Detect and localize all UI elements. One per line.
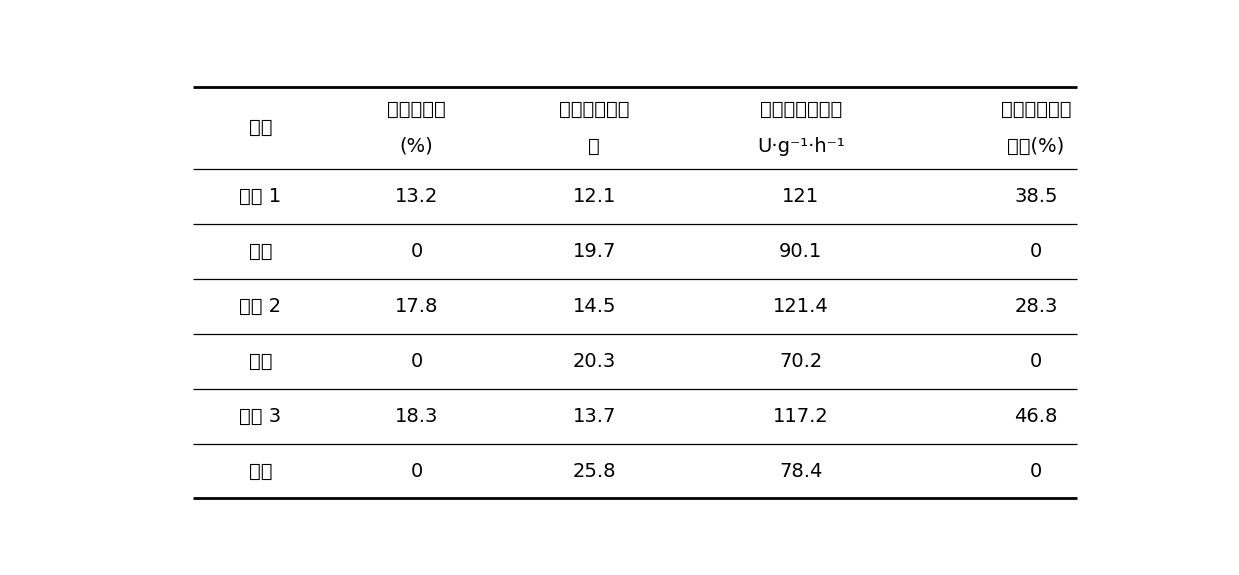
Text: 对照: 对照 [249,352,273,371]
Text: 13.2: 13.2 [395,187,439,206]
Text: 对照: 对照 [249,462,273,481]
Text: 14.5: 14.5 [572,297,616,316]
Text: 0: 0 [410,242,422,261]
Text: 117.2: 117.2 [773,407,829,426]
Text: 处理: 处理 [249,118,273,137]
Text: 13.7: 13.7 [572,407,616,426]
Text: 38.5: 38.5 [1015,187,1058,206]
Text: 28.3: 28.3 [1015,297,1058,316]
Text: 19.7: 19.7 [572,242,616,261]
Text: 生物量增加: 生物量增加 [387,100,446,119]
Text: 20.3: 20.3 [572,352,616,371]
Text: 90.1: 90.1 [779,242,823,261]
Text: 超氧化物歧化醂: 超氧化物歧化醂 [760,100,841,119]
Text: 70.2: 70.2 [779,352,823,371]
Text: 效果(%): 效果(%) [1007,136,1064,155]
Text: 处理 3: 处理 3 [239,407,281,426]
Text: 121: 121 [782,187,819,206]
Text: 处理 1: 处理 1 [239,187,281,206]
Text: 12.1: 12.1 [572,187,616,206]
Text: 78.4: 78.4 [779,462,823,481]
Text: 17.8: 17.8 [395,297,439,316]
Text: (%): (%) [400,136,434,155]
Text: 根结线虫防治: 根结线虫防治 [1001,100,1072,119]
Text: 0: 0 [1030,242,1042,261]
Text: 0: 0 [1030,352,1042,371]
Text: 46.8: 46.8 [1015,407,1058,426]
Text: 121.4: 121.4 [773,297,829,316]
Text: 18.3: 18.3 [395,407,439,426]
Text: 0: 0 [410,352,422,371]
Text: 25.8: 25.8 [572,462,616,481]
Text: 处理 2: 处理 2 [239,297,281,316]
Text: 0: 0 [1030,462,1042,481]
Text: 根结线虫侵染: 根结线虫侵染 [559,100,629,119]
Text: U·g⁻¹·h⁻¹: U·g⁻¹·h⁻¹ [757,136,845,155]
Text: 0: 0 [410,462,422,481]
Text: 率: 率 [589,136,600,155]
Text: 对照: 对照 [249,242,273,261]
